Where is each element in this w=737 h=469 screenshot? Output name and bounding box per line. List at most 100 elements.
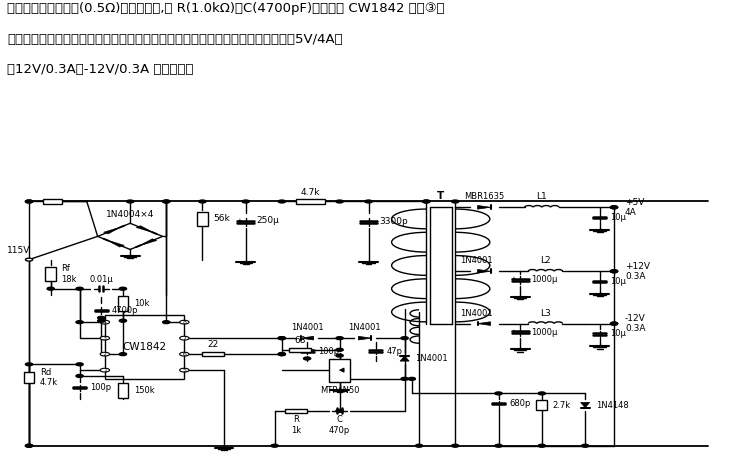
Circle shape bbox=[610, 206, 618, 209]
Circle shape bbox=[97, 319, 105, 322]
Polygon shape bbox=[301, 336, 314, 340]
Circle shape bbox=[100, 320, 110, 324]
Text: 1: 1 bbox=[103, 368, 107, 373]
Circle shape bbox=[495, 392, 502, 395]
Bar bbox=[43, 199, 61, 204]
Text: 3300p: 3300p bbox=[380, 217, 408, 227]
Circle shape bbox=[336, 348, 343, 351]
Circle shape bbox=[271, 444, 278, 447]
Text: 4.7k: 4.7k bbox=[301, 188, 321, 197]
Circle shape bbox=[278, 353, 285, 356]
Bar bbox=[117, 296, 128, 310]
Bar bbox=[289, 348, 311, 352]
Circle shape bbox=[163, 200, 170, 203]
Circle shape bbox=[97, 316, 105, 319]
Circle shape bbox=[336, 354, 343, 357]
Text: C
470p: C 470p bbox=[329, 415, 350, 435]
Text: Rf
18k: Rf 18k bbox=[61, 265, 77, 284]
Polygon shape bbox=[478, 322, 491, 325]
Circle shape bbox=[25, 444, 32, 447]
Text: 1000μ: 1000μ bbox=[531, 275, 557, 285]
Text: +: + bbox=[511, 329, 517, 335]
Text: 100p: 100p bbox=[91, 383, 111, 392]
Text: 0.01μ: 0.01μ bbox=[89, 275, 113, 284]
Circle shape bbox=[538, 444, 545, 447]
Text: 10μ: 10μ bbox=[610, 329, 626, 338]
Polygon shape bbox=[400, 356, 409, 361]
Circle shape bbox=[610, 322, 618, 325]
Circle shape bbox=[76, 287, 83, 290]
Circle shape bbox=[304, 357, 311, 360]
Circle shape bbox=[336, 200, 343, 203]
Text: 47p: 47p bbox=[386, 347, 402, 356]
Circle shape bbox=[610, 322, 618, 325]
Circle shape bbox=[25, 258, 32, 261]
Text: 7: 7 bbox=[182, 336, 186, 340]
Circle shape bbox=[47, 287, 55, 290]
Circle shape bbox=[25, 200, 32, 203]
Text: 1N4148: 1N4148 bbox=[596, 401, 629, 409]
Text: 1N4001: 1N4001 bbox=[349, 323, 381, 333]
Circle shape bbox=[119, 353, 127, 356]
Bar bbox=[296, 199, 325, 204]
Text: 作为电流控制信号。高频功率变压器的三组次级及各自的整流滤波电路分别构成＋5V/4A、: 作为电流控制信号。高频功率变压器的三组次级及各自的整流滤波电路分别构成＋5V/4… bbox=[7, 33, 343, 46]
Text: 680p: 680p bbox=[509, 399, 531, 408]
Circle shape bbox=[495, 444, 502, 447]
Text: -12V
0.3A: -12V 0.3A bbox=[625, 314, 646, 333]
Bar bbox=[329, 358, 351, 382]
Circle shape bbox=[401, 378, 408, 380]
Circle shape bbox=[401, 337, 408, 340]
Circle shape bbox=[278, 200, 285, 203]
Polygon shape bbox=[478, 269, 491, 273]
Text: 1N4001: 1N4001 bbox=[291, 323, 324, 333]
Circle shape bbox=[127, 200, 134, 203]
Circle shape bbox=[199, 200, 206, 203]
Text: Rd
4.7k: Rd 4.7k bbox=[40, 368, 58, 387]
Circle shape bbox=[25, 444, 32, 447]
Text: 电流由源极串联电阻(0.5Ω)传感和监测,经 R(1.0kΩ)、C(4700pF)滤波送入 CW1842 的第③脚: 电流由源极串联电阻(0.5Ω)传感和监测,经 R(1.0kΩ)、C(4700pF… bbox=[7, 2, 445, 15]
Text: 2: 2 bbox=[103, 352, 107, 356]
Bar bbox=[197, 212, 208, 226]
Bar bbox=[285, 408, 307, 413]
Text: 56k: 56k bbox=[213, 214, 230, 223]
Polygon shape bbox=[103, 227, 122, 234]
Circle shape bbox=[336, 409, 343, 412]
Polygon shape bbox=[478, 205, 491, 209]
Text: +12V
0.3A: +12V 0.3A bbox=[625, 262, 650, 281]
Polygon shape bbox=[106, 240, 125, 247]
Circle shape bbox=[100, 352, 110, 356]
Text: 4700p: 4700p bbox=[112, 306, 139, 315]
Text: MBR1635: MBR1635 bbox=[464, 192, 504, 202]
Circle shape bbox=[278, 337, 285, 340]
Circle shape bbox=[163, 200, 170, 203]
Text: 150k: 150k bbox=[134, 386, 154, 395]
Circle shape bbox=[538, 392, 545, 395]
Text: 10μ: 10μ bbox=[610, 213, 626, 222]
Bar bbox=[105, 315, 184, 379]
Text: 68: 68 bbox=[294, 336, 306, 345]
Circle shape bbox=[76, 363, 83, 366]
Circle shape bbox=[452, 200, 458, 203]
Circle shape bbox=[610, 270, 618, 273]
Circle shape bbox=[278, 353, 285, 356]
Text: T: T bbox=[437, 191, 444, 202]
Circle shape bbox=[180, 352, 189, 356]
Text: +: + bbox=[511, 276, 517, 282]
Polygon shape bbox=[358, 336, 371, 340]
Text: 4: 4 bbox=[103, 320, 107, 325]
Circle shape bbox=[180, 368, 189, 372]
Circle shape bbox=[422, 200, 430, 203]
Bar bbox=[24, 371, 35, 383]
Bar bbox=[117, 383, 128, 398]
Circle shape bbox=[100, 368, 110, 372]
Text: R
1k: R 1k bbox=[291, 415, 301, 435]
Polygon shape bbox=[136, 226, 155, 233]
Circle shape bbox=[336, 337, 343, 340]
Circle shape bbox=[100, 336, 110, 340]
Circle shape bbox=[278, 337, 285, 340]
Text: +: + bbox=[237, 218, 242, 224]
Circle shape bbox=[422, 200, 430, 203]
Circle shape bbox=[452, 444, 458, 447]
Text: 1N4001: 1N4001 bbox=[461, 257, 493, 265]
Text: CW1842: CW1842 bbox=[122, 342, 167, 352]
